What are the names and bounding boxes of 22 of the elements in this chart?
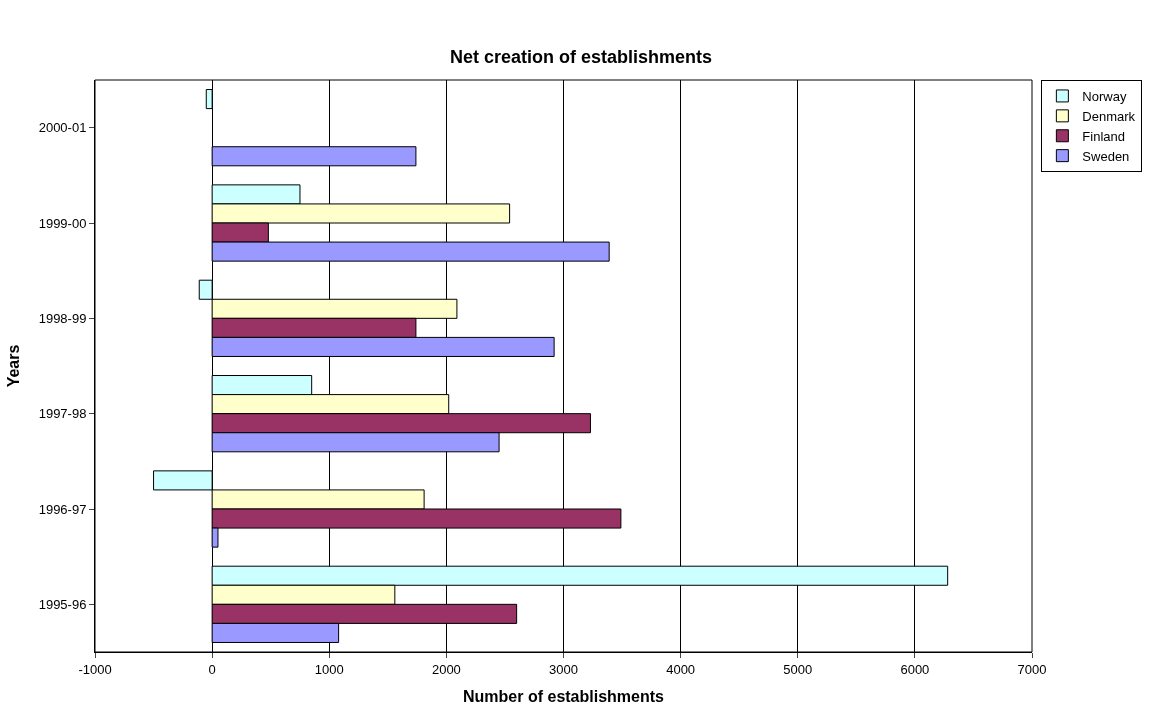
legend-label: Finland [1082, 128, 1126, 144]
legend-label: Denmark [1082, 108, 1136, 124]
legend-label: Sweden [1082, 148, 1130, 164]
y-tick-label: 1998-99 [38, 310, 87, 326]
chart-title: Net creation of establishments [449, 47, 713, 68]
y-tick-label: 1999-00 [38, 215, 87, 231]
x-tick-label: 1000 [314, 661, 344, 677]
y-tick-label: 1997-98 [38, 406, 87, 422]
x-axis-title: Number of establishments [463, 688, 665, 706]
x-tick-label: 6000 [900, 661, 930, 677]
x-tick-label: 2000 [431, 661, 461, 677]
x-tick-label: 3000 [549, 661, 578, 677]
y-tick-label: 2000-01 [38, 120, 87, 136]
y-tick-label: 1995-96 [38, 596, 87, 612]
x-tick-label: 0 [208, 661, 216, 677]
y-axis-title: Years [4, 344, 22, 388]
x-tick-label: 4000 [666, 661, 696, 677]
x-tick-label: 7000 [1017, 661, 1047, 677]
legend-label: Norway [1082, 89, 1127, 105]
y-tick-label: 1996-97 [38, 501, 87, 517]
x-tick-label: -1000 [78, 661, 112, 677]
x-tick-label: 5000 [783, 661, 813, 677]
